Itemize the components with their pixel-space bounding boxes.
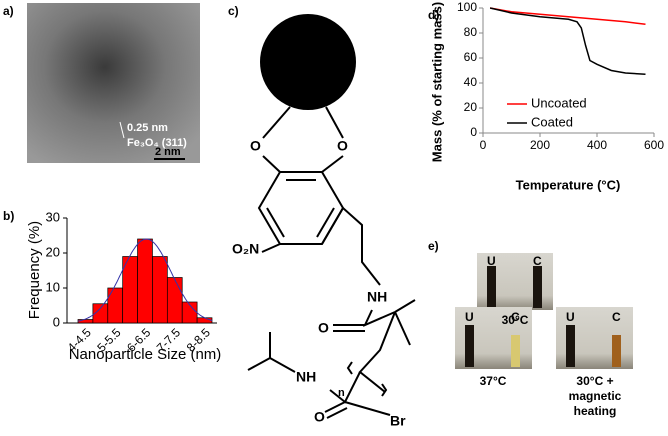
bracket [346, 361, 353, 375]
bond [262, 155, 281, 173]
vial [566, 325, 575, 367]
legend-label: Uncoated [531, 95, 587, 110]
bond [321, 155, 344, 173]
y-tick-label: 0 [470, 125, 477, 139]
vial [465, 325, 474, 367]
y-axis-label: Frequency (%) [26, 221, 43, 319]
y-tick-label: 80 [464, 25, 478, 39]
atom: O [318, 320, 329, 336]
panel-label: b) [3, 209, 14, 223]
bond [394, 311, 411, 346]
x-tick-label: 600 [644, 138, 664, 152]
x-tick-label: 400 [587, 138, 607, 152]
y-tick-label: 0 [53, 314, 60, 329]
panel-label: c) [228, 4, 239, 18]
line [489, 7, 646, 76]
bar [77, 319, 94, 324]
bar [196, 317, 213, 324]
bar [137, 238, 153, 324]
atom: O₂N [232, 241, 259, 257]
structure: O O O₂N NH O NH O n Br [232, 14, 416, 429]
atom: NH [296, 369, 316, 385]
photos: U C U C U C 30°C 37°C 30°C + magnetic he… [455, 253, 633, 418]
tem-image [27, 3, 200, 163]
tem-label: Fe₃O₄ (311) [127, 137, 187, 149]
bracket [381, 383, 388, 397]
y-axis-label: Mass (% of starting mass) [429, 2, 444, 162]
bond [316, 207, 335, 238]
bond [266, 207, 285, 238]
vial-label: C [612, 310, 621, 324]
bond [261, 243, 281, 253]
bond [394, 299, 416, 313]
y-tick-label: 30 [46, 209, 60, 224]
fit-curve [77, 238, 213, 322]
vial [533, 266, 542, 308]
bar [152, 256, 168, 324]
ring [257, 171, 345, 245]
nanoparticle [260, 14, 356, 110]
bond [329, 371, 361, 404]
atom: O [337, 138, 348, 154]
x-axis-label: Nanoparticle Size (nm) [69, 346, 222, 363]
repeat-label: n [338, 387, 345, 399]
vial-label: C [533, 254, 542, 268]
vial-label: U [566, 310, 575, 324]
y-tick-label: 20 [464, 100, 478, 114]
atom: Br [390, 413, 406, 429]
bond [358, 311, 396, 393]
lattice-marker [119, 121, 125, 139]
x-axis-label: Temperature (°C) [516, 177, 621, 192]
panel-label: e) [428, 239, 439, 253]
panel-label: a) [3, 4, 14, 18]
legend-label: Coated [531, 114, 573, 129]
condition-label: heating [574, 404, 617, 418]
vial [612, 335, 621, 367]
y-tick-label: 20 [46, 244, 60, 259]
line [489, 7, 646, 26]
bond [325, 106, 344, 139]
vial-label: U [465, 310, 474, 324]
bond [262, 106, 291, 139]
vial [487, 266, 496, 308]
bar [166, 277, 183, 324]
bar [107, 287, 124, 324]
bond [247, 356, 296, 373]
y-tick-label: 10 [46, 279, 60, 294]
atom: O [250, 138, 261, 154]
bond [344, 401, 391, 416]
tem-label: 0.25 nm [127, 122, 168, 134]
y-tick-label: 100 [457, 0, 477, 14]
bond [321, 206, 381, 286]
bond [324, 401, 346, 413]
y-tick-label: 60 [464, 50, 478, 64]
atom: O [314, 409, 325, 425]
scale-label: 2 nm [155, 146, 181, 158]
panel-label: d) [428, 8, 439, 22]
condition-label: magnetic [569, 389, 622, 403]
vial [511, 335, 520, 367]
x-tick-label: 200 [530, 138, 550, 152]
vial-label: U [487, 254, 496, 268]
atom: NH [367, 289, 387, 305]
vial-label: C [511, 310, 520, 324]
bond [326, 407, 348, 419]
condition-label: 30°C [502, 313, 529, 327]
condition-label: 37°C [480, 374, 507, 388]
y-tick-label: 40 [464, 75, 478, 89]
condition-label: 30°C + [576, 374, 613, 388]
x-tick-label: 0 [480, 138, 487, 152]
